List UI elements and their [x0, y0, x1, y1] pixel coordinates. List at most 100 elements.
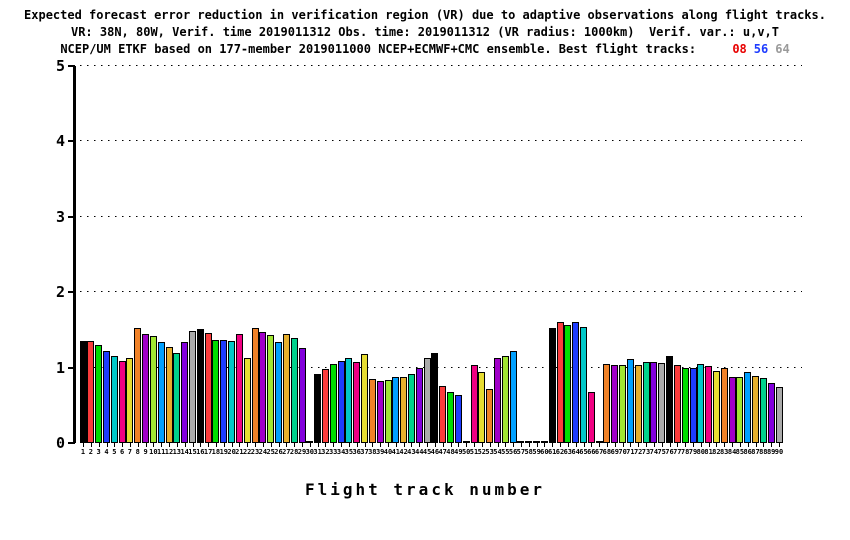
bar-track-20 — [228, 341, 236, 443]
x-tick-12 — [169, 443, 170, 447]
bar-track-72 — [634, 365, 642, 443]
bar-track-16 — [196, 329, 204, 443]
x-tick-label-90: 90 — [774, 448, 784, 456]
x-tick-label-18: 18 — [211, 448, 221, 456]
x-tick-21 — [239, 443, 241, 447]
x-tick-label-42: 42 — [399, 448, 408, 456]
x-tick-label-17: 17 — [203, 448, 213, 456]
bar-track-8 — [134, 328, 142, 443]
x-tick-label-60: 60 — [540, 448, 549, 456]
bar-track-25 — [267, 335, 275, 443]
bar-track-32 — [321, 369, 329, 443]
bar-track-15 — [189, 331, 196, 443]
x-tick-37 — [364, 443, 366, 447]
bar-track-50 — [462, 441, 470, 443]
bar-track-66 — [587, 392, 595, 443]
x-tick-label-56: 56 — [508, 448, 518, 456]
x-tick-4 — [106, 443, 108, 447]
gridline-1 — [80, 366, 802, 368]
bar-track-62 — [556, 322, 564, 443]
x-tick-87 — [755, 443, 757, 447]
gridline-2 — [80, 291, 802, 293]
bar-track-18 — [212, 340, 220, 443]
bar-track-41 — [392, 377, 400, 443]
bar-track-85 — [736, 377, 744, 443]
bar-track-24 — [259, 332, 267, 443]
x-tick-45 — [427, 443, 429, 447]
x-tick-69 — [614, 443, 616, 447]
x-tick-86 — [747, 443, 749, 447]
x-tick-61 — [552, 443, 554, 447]
bar-track-9 — [142, 334, 150, 443]
x-tick-16 — [200, 443, 202, 447]
x-tick-label-80: 80 — [696, 448, 706, 456]
x-tick-label-70: 70 — [618, 448, 627, 456]
bar-track-59 — [533, 441, 541, 443]
bar-track-60 — [540, 441, 548, 443]
bar-track-7 — [126, 358, 134, 443]
y-tick-2 — [68, 291, 75, 294]
x-tick-71 — [630, 443, 632, 447]
x-tick-label-8: 8 — [135, 448, 140, 456]
bar-track-76 — [666, 356, 673, 443]
x-tick-label-30: 30 — [305, 448, 315, 456]
bar-track-64 — [572, 322, 580, 443]
x-tick-84 — [732, 443, 734, 447]
bar-track-67 — [595, 441, 603, 443]
x-tick-label-43: 43 — [407, 448, 416, 456]
x-tick-89 — [771, 443, 773, 447]
x-tick-43 — [411, 443, 413, 447]
bar-track-21 — [235, 334, 243, 443]
x-tick-13 — [176, 443, 178, 447]
bar-track-5 — [110, 356, 118, 443]
x-tick-label-76: 76 — [665, 448, 674, 456]
x-tick-label-45: 45 — [422, 448, 432, 456]
x-tick-label-77: 77 — [673, 448, 682, 456]
x-tick-25 — [270, 443, 272, 447]
x-tick-label-71: 71 — [626, 448, 635, 456]
bar-track-39 — [376, 381, 384, 443]
bar-track-27 — [282, 334, 290, 443]
x-tick-label-31: 31 — [313, 448, 322, 456]
x-tick-label-88: 88 — [759, 448, 768, 456]
y-tick-3 — [68, 215, 75, 218]
x-tick-2 — [90, 443, 92, 447]
bar-track-80 — [697, 364, 705, 443]
x-tick-36 — [356, 443, 358, 447]
x-tick-51 — [474, 443, 475, 447]
bar-track-44 — [415, 368, 423, 443]
bar-track-4 — [103, 351, 110, 443]
x-tick-label-19: 19 — [219, 448, 229, 456]
x-tick-6 — [122, 443, 124, 447]
bar-track-88 — [759, 378, 767, 443]
bar-track-45 — [423, 358, 431, 443]
bar-track-81 — [705, 366, 713, 443]
bar-track-51 — [470, 365, 478, 443]
bar-track-70 — [619, 365, 627, 443]
gridline-4 — [80, 140, 802, 142]
x-tick-label-62: 62 — [555, 448, 565, 456]
x-tick-41 — [395, 443, 397, 447]
bar-track-11 — [157, 342, 165, 443]
y-tick-label-2: 2 — [55, 283, 65, 302]
x-tick-label-39: 39 — [375, 448, 385, 456]
x-tick-40 — [388, 443, 389, 447]
bar-track-1 — [79, 341, 87, 443]
x-tick-label-34: 34 — [336, 448, 346, 456]
x-tick-label-48: 48 — [446, 448, 455, 456]
x-tick-label-58: 58 — [524, 448, 533, 456]
x-tick-34 — [341, 443, 343, 447]
x-tick-81 — [708, 443, 710, 447]
x-tick-90 — [779, 443, 780, 447]
bar-track-82 — [712, 371, 720, 443]
x-tick-label-16: 16 — [196, 448, 205, 456]
x-tick-88 — [763, 443, 765, 447]
bar-track-73 — [642, 362, 650, 443]
x-tick-label-33: 33 — [328, 448, 338, 456]
bar-track-58 — [525, 441, 533, 443]
bar-track-26 — [275, 342, 282, 443]
x-tick-label-41: 41 — [391, 448, 401, 456]
bar-track-49 — [454, 395, 462, 443]
bar-track-36 — [353, 362, 361, 443]
